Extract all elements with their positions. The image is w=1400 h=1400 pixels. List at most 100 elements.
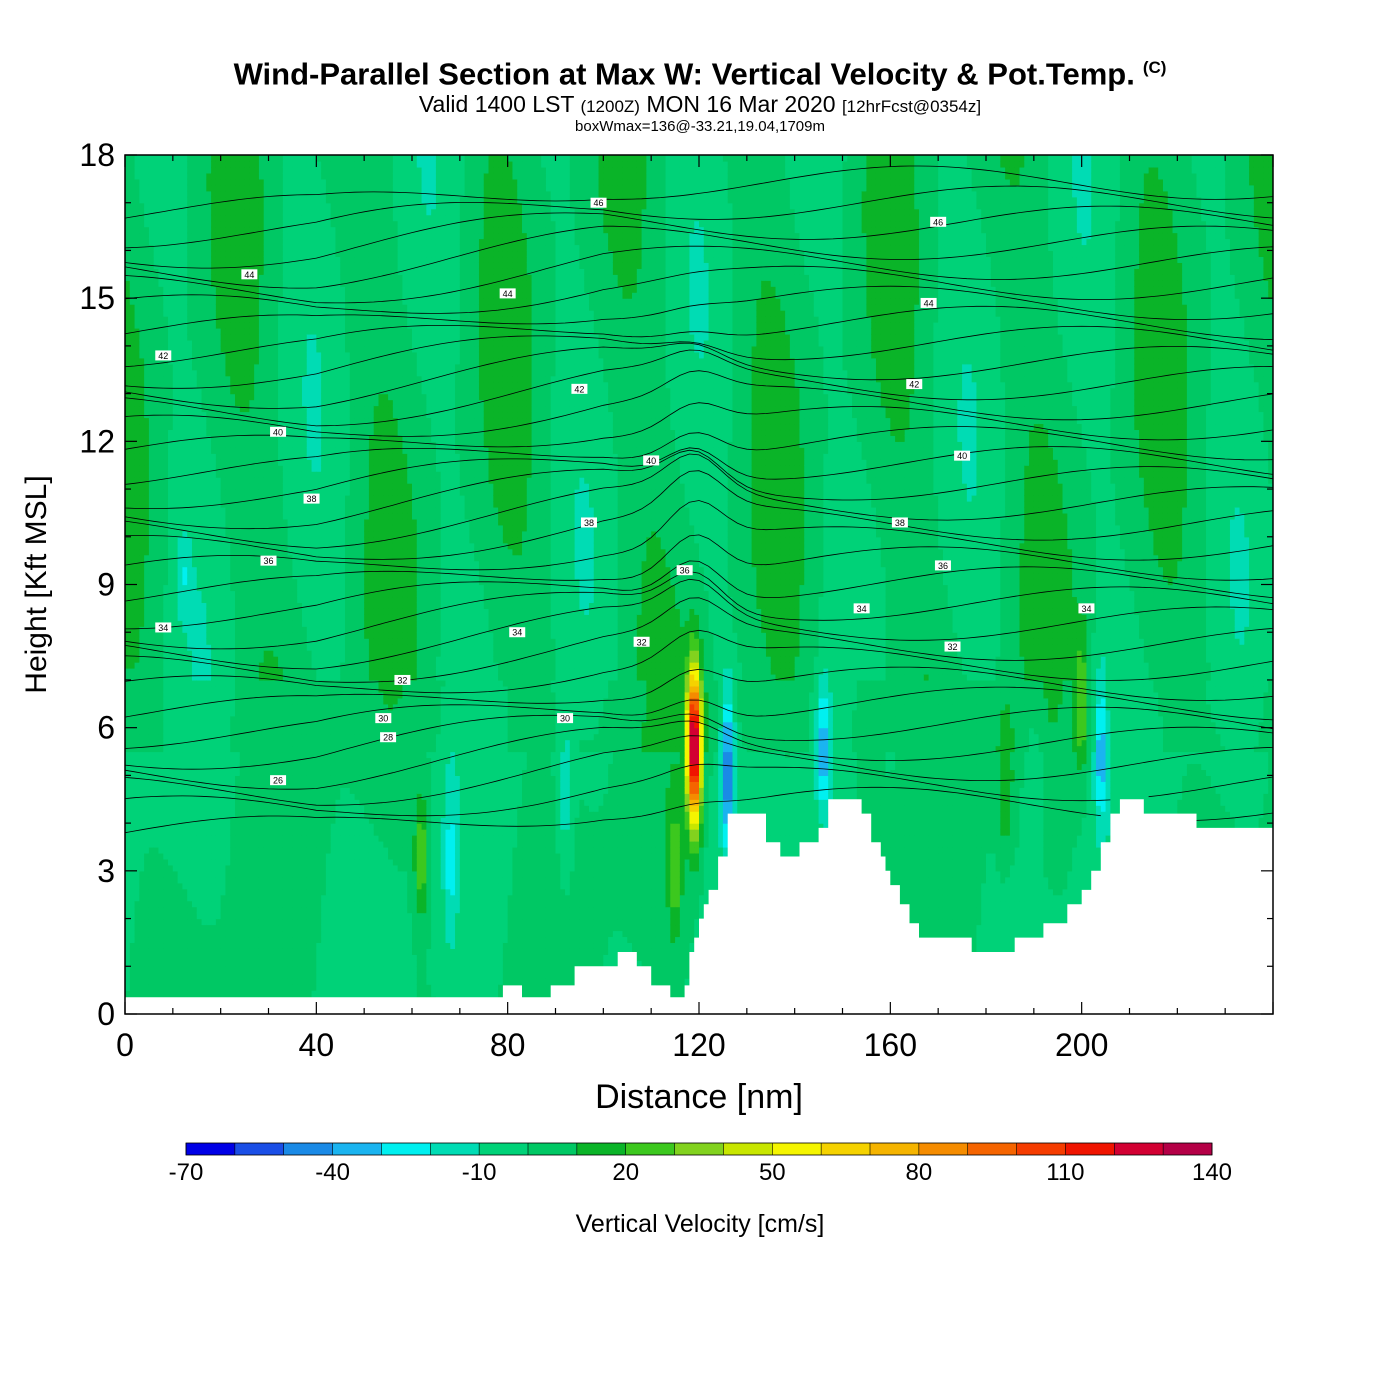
w-cell [211,543,216,550]
w-cell [211,185,216,192]
w-cell [216,250,221,257]
w-cell [187,155,192,162]
w-cell [249,334,254,341]
w-cell [249,483,254,490]
w-cell [206,674,211,681]
w-cell [264,519,269,526]
w-cell [144,167,149,174]
w-cell [158,692,163,699]
w-cell [163,847,168,854]
w-cell [273,763,278,770]
w-cell [135,567,140,574]
w-cell [235,423,240,430]
w-cell [259,859,264,866]
w-cell [187,620,192,627]
w-cell [182,567,187,574]
w-cell [245,835,250,842]
w-cell [245,602,250,609]
w-cell [178,513,183,520]
w-cell [125,608,130,615]
w-cell [240,262,245,269]
w-cell [225,453,230,460]
w-cell [163,173,168,180]
w-cell [154,567,159,574]
w-cell [168,316,173,323]
w-cell [125,203,130,210]
w-cell [168,841,173,848]
w-cell [135,334,140,341]
w-cell [187,865,192,872]
w-cell [202,459,207,466]
w-cell [135,250,140,257]
w-cell [235,602,240,609]
w-cell [154,250,159,257]
w-cell [269,865,274,872]
w-cell [245,173,250,180]
w-cell [278,871,283,878]
w-cell [245,692,250,699]
w-cell [235,459,240,466]
w-cell [216,686,221,693]
w-cell [125,841,130,848]
w-cell [264,710,269,717]
w-cell [273,585,278,592]
w-cell [197,835,202,842]
w-cell [245,757,250,764]
w-cell [163,781,168,788]
w-cell [245,465,250,472]
w-cell [240,823,245,830]
w-cell [249,328,254,335]
w-cell [259,781,264,788]
w-cell [249,256,254,263]
w-cell [264,865,269,872]
w-cell [230,167,235,174]
w-cell [178,423,183,430]
w-cell [249,388,254,395]
w-cell [144,942,149,949]
w-cell [206,191,211,198]
w-cell [187,173,192,180]
w-cell [211,954,216,961]
w-cell [154,573,159,580]
w-cell [178,775,183,782]
w-cell [197,644,202,651]
w-cell [273,537,278,544]
w-cell [202,477,207,484]
w-cell [130,203,135,210]
w-cell [149,167,154,174]
w-cell [135,883,140,890]
w-cell [135,632,140,639]
w-cell [211,769,216,776]
w-cell [278,209,283,216]
w-cell [283,746,288,753]
w-cell [211,913,216,920]
w-cell [269,907,274,914]
w-cell [283,787,288,794]
w-cell [158,895,163,902]
w-cell [245,841,250,848]
w-cell [283,203,288,210]
w-cell [269,394,274,401]
w-cell [211,811,216,818]
w-cell [144,537,149,544]
w-cell [245,489,250,496]
w-cell [125,966,130,973]
w-cell [135,608,140,615]
w-cell [139,423,144,430]
w-cell [130,304,135,311]
w-cell [168,459,173,466]
w-cell [202,632,207,639]
w-cell [259,358,264,365]
w-cell [163,734,168,741]
w-cell [182,244,187,251]
w-cell [288,573,293,580]
w-cell [168,966,173,973]
w-cell [240,513,245,520]
w-cell [206,388,211,395]
w-cell [273,256,278,263]
w-cell [139,823,144,830]
w-cell [163,990,168,997]
w-cell [130,966,135,973]
w-cell [197,865,202,872]
w-cell [154,930,159,937]
